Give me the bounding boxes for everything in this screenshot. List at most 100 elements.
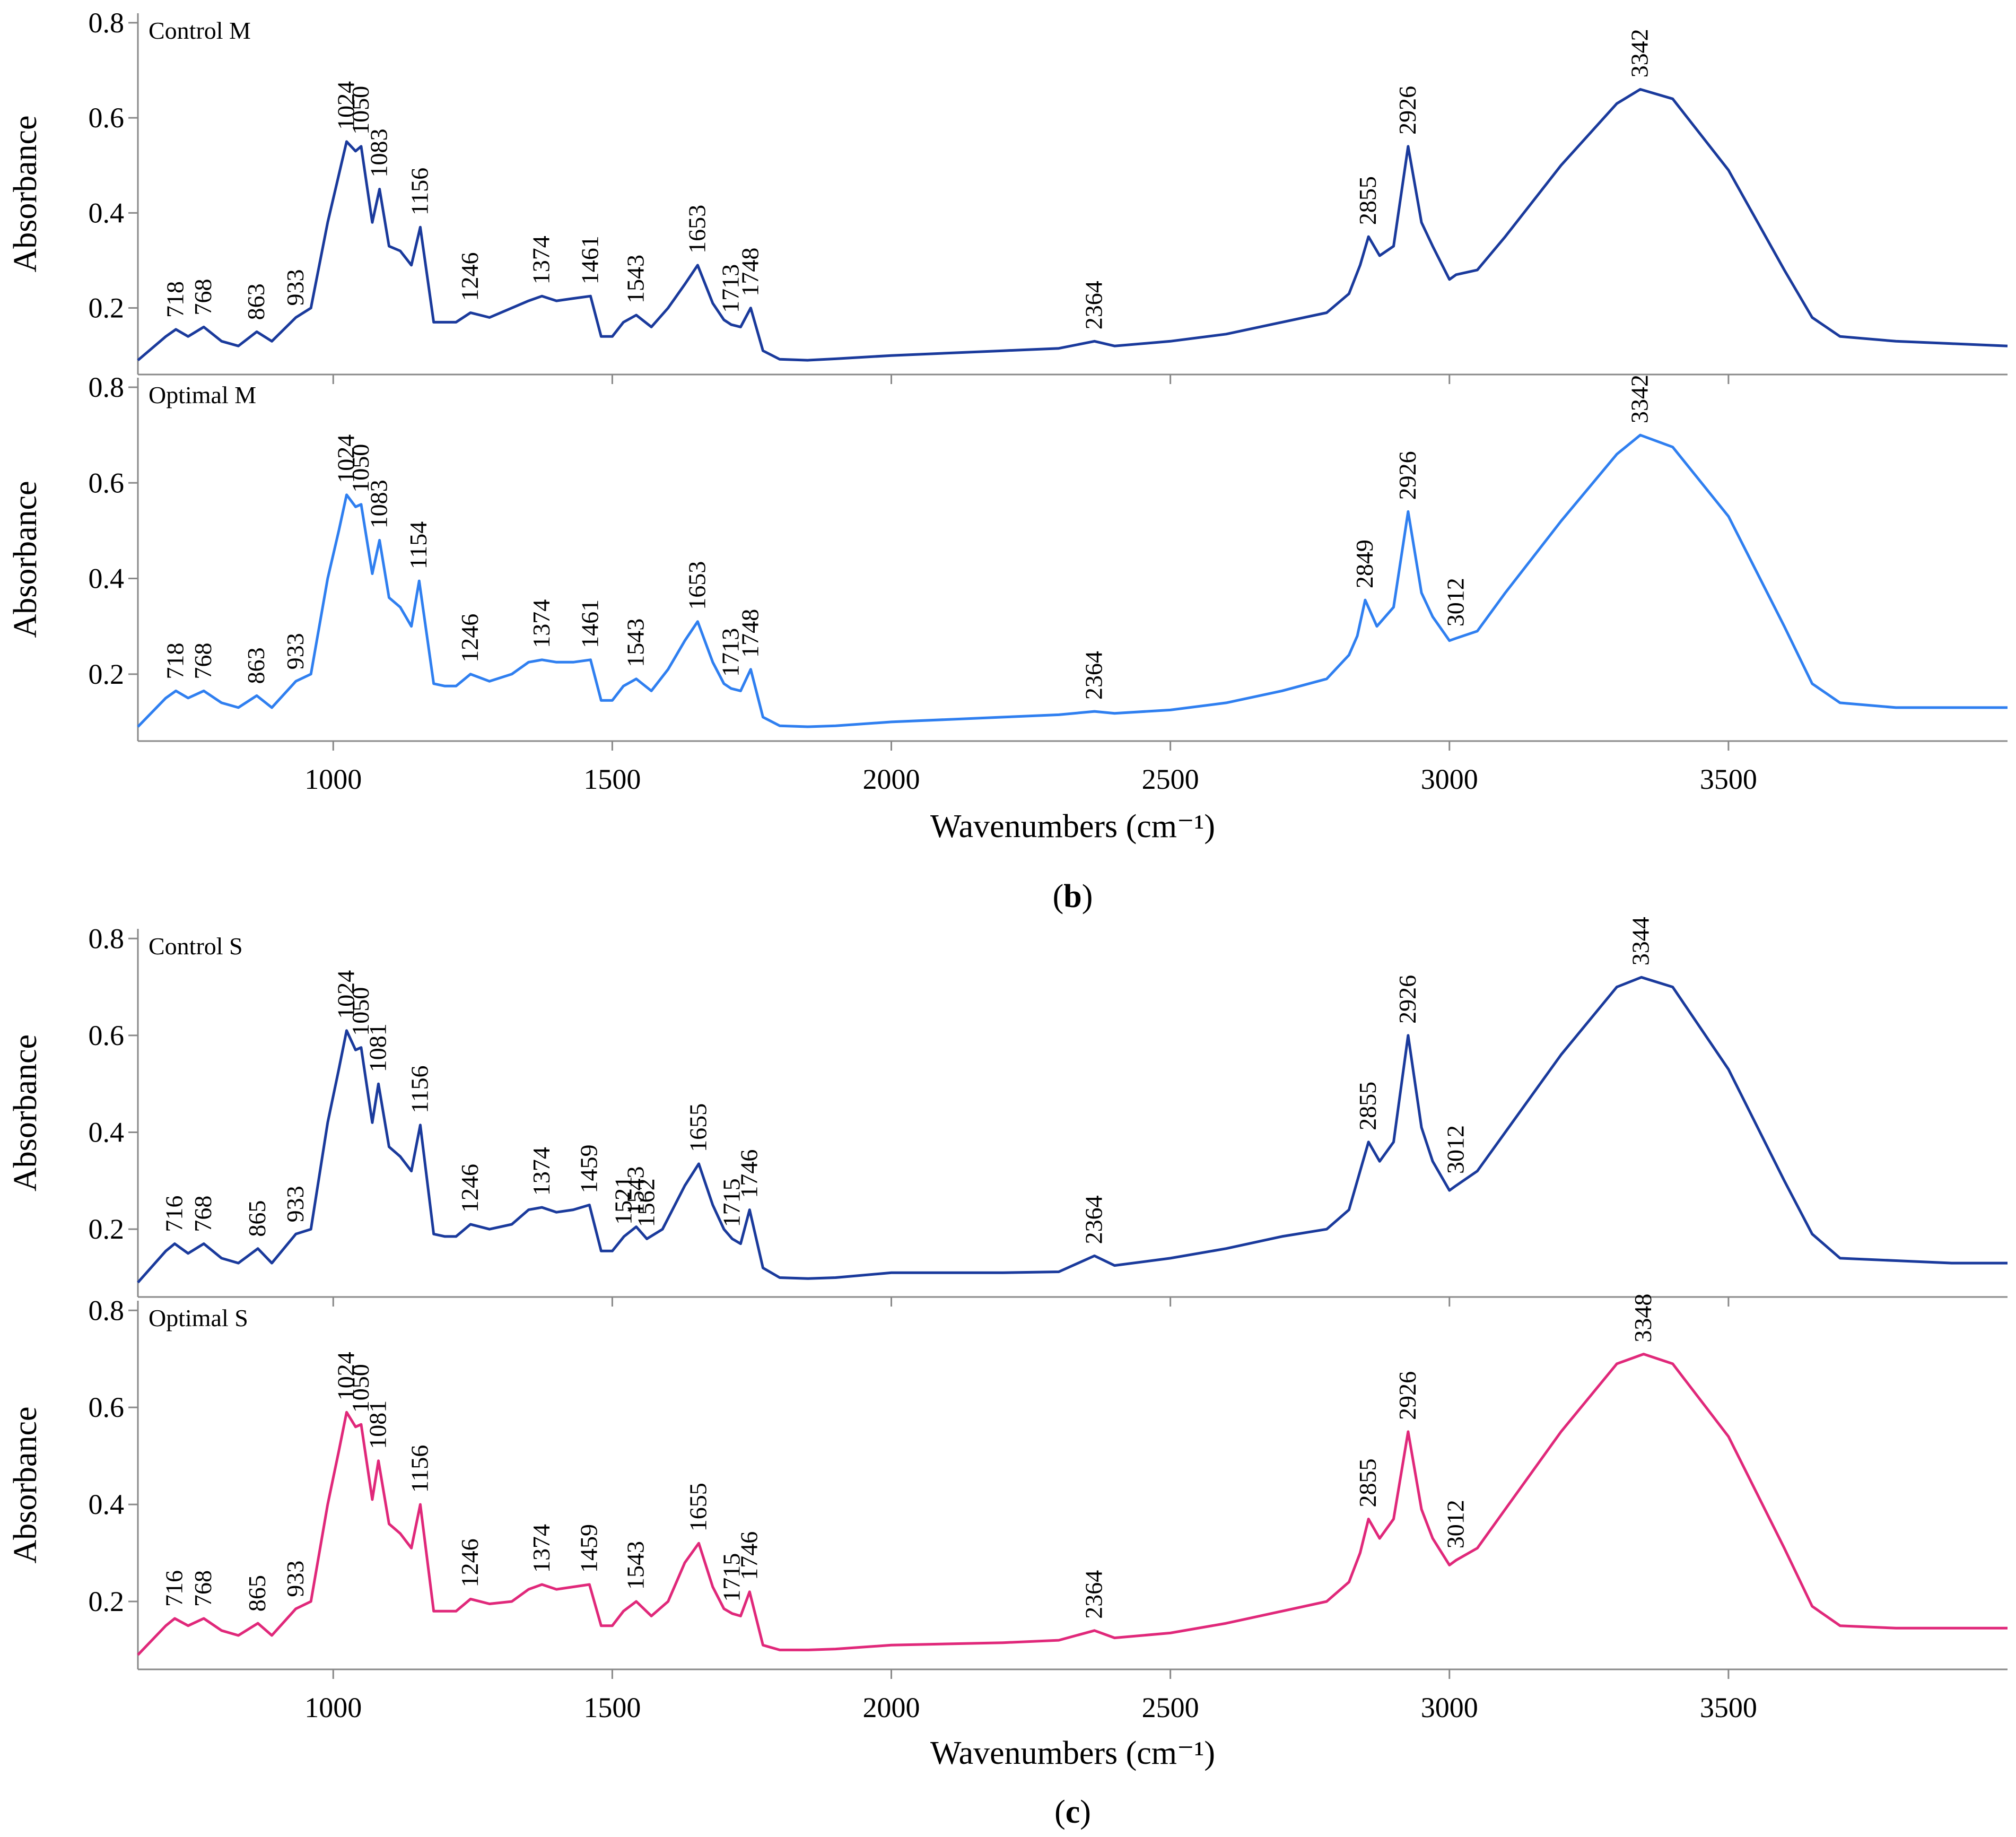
peak-label: 716 <box>160 1196 187 1232</box>
y-tick-label: 0.8 <box>89 922 125 954</box>
peak-label: 3344 <box>1627 917 1654 965</box>
peak-label: 1543 <box>622 1541 649 1590</box>
y-axis-title: Absorbance <box>7 481 43 638</box>
peak-label: 1374 <box>528 599 555 648</box>
peak-label: 1083 <box>365 480 392 528</box>
spectrum-line <box>137 1353 2008 1656</box>
peak-label: 2926 <box>1394 975 1421 1024</box>
peak-label: 2926 <box>1394 86 1421 135</box>
peak-label: 1081 <box>364 1023 391 1072</box>
peak-label: 1050 <box>347 987 374 1036</box>
peak-label: 1024 <box>333 81 360 130</box>
x-tick-label: 2000 <box>863 1692 920 1723</box>
peak-label: 1653 <box>683 205 710 254</box>
x-axis-title: Wavenumbers (cm⁻¹) <box>930 808 1215 845</box>
peak-label: 1715 <box>718 1178 745 1227</box>
y-axis-title: Absorbance <box>7 1034 43 1191</box>
x-tick-label: 1500 <box>583 1692 641 1723</box>
panel-title: Control M <box>149 17 251 44</box>
peak-label: 2855 <box>1354 176 1381 225</box>
peak-label: 1083 <box>365 128 392 177</box>
peak-label: 2364 <box>1080 651 1107 700</box>
x-tick-label: 3500 <box>1700 1692 1757 1723</box>
peak-label: 1459 <box>575 1524 602 1573</box>
x-tick-label: 1000 <box>304 1692 362 1723</box>
peak-label: 2926 <box>1394 451 1421 500</box>
peak-label: 863 <box>242 283 269 320</box>
peak-label: 1024 <box>333 1352 360 1400</box>
x-axis-title: Wavenumbers (cm⁻¹) <box>930 1735 1215 1771</box>
peak-label: 718 <box>162 281 189 318</box>
peak-label: 1081 <box>364 1400 391 1449</box>
peak-label: 1024 <box>333 434 360 483</box>
peak-label: 2364 <box>1080 1195 1107 1244</box>
y-tick-label: 0.2 <box>89 1586 125 1617</box>
panel-title: Optimal S <box>149 1304 248 1331</box>
peak-label: 3012 <box>1442 1500 1469 1548</box>
peak-label: 1156 <box>406 1445 433 1493</box>
peak-label: 1713 <box>717 264 744 313</box>
y-tick-label: 0.4 <box>89 1488 125 1520</box>
peak-label: 1521 <box>609 1176 636 1225</box>
peak-label: 1461 <box>576 236 603 284</box>
peak-label: 1246 <box>456 1164 483 1213</box>
x-tick-label: 2500 <box>1142 1692 1199 1723</box>
peak-label: 1653 <box>683 561 710 610</box>
peak-label: 718 <box>162 642 189 679</box>
x-tick-label: 2500 <box>1142 763 1199 795</box>
peak-label: 1374 <box>528 1147 555 1196</box>
peak-label: 768 <box>189 278 216 315</box>
panel-title: Optimal M <box>149 381 256 408</box>
peak-label: 1050 <box>347 1364 374 1413</box>
peak-label: 1543 <box>622 255 649 303</box>
y-tick-label: 0.4 <box>89 563 125 595</box>
peak-label: 716 <box>160 1570 187 1607</box>
y-tick-label: 0.2 <box>89 1213 125 1245</box>
x-tick-label: 3000 <box>1421 1692 1478 1723</box>
peak-label: 865 <box>243 1575 270 1612</box>
x-tick-label: 1500 <box>583 763 641 795</box>
y-tick-label: 0.4 <box>89 197 125 229</box>
peak-label: 1746 <box>735 1531 762 1580</box>
peak-label: 933 <box>282 633 309 669</box>
peak-label: 768 <box>189 1570 216 1607</box>
y-axis-title: Absorbance <box>7 1406 43 1563</box>
y-tick-label: 0.6 <box>89 467 125 499</box>
panel-control-m: 0.2 0.4 0.6 0.8 Absorbance Control M 718 768 863… <box>7 7 2008 384</box>
panel-title: Control S <box>149 933 243 960</box>
peak-label: 1748 <box>736 248 763 297</box>
peak-label: 1374 <box>528 236 555 284</box>
peak-label: 1050 <box>347 86 374 135</box>
peak-label: 1715 <box>718 1553 745 1602</box>
peak-label: 1655 <box>685 1483 712 1531</box>
y-tick-label: 0.4 <box>89 1117 125 1148</box>
peak-label: 3342 <box>1626 375 1653 423</box>
peak-label: 1746 <box>735 1150 762 1198</box>
spectrum-line <box>137 88 2008 362</box>
spectrum-line <box>137 976 2008 1284</box>
y-tick-label: 0.8 <box>89 371 125 403</box>
x-tick-label: 3500 <box>1700 763 1757 795</box>
figure-caption: (c) <box>1054 1794 1091 1830</box>
panel-optimal-m: 0.2 0.4 0.6 0.8 1000 1500 2000 2500 3000 3500 Abso… <box>7 371 2008 795</box>
peak-label: 2926 <box>1394 1371 1421 1420</box>
peak-label: 1543 <box>622 1166 649 1215</box>
x-tick-label: 2000 <box>863 763 920 795</box>
peak-label: 3012 <box>1442 578 1469 626</box>
peak-label: 933 <box>282 269 309 306</box>
peak-label: 865 <box>243 1200 270 1237</box>
y-tick-label: 0.6 <box>89 1020 125 1051</box>
peak-label: 1246 <box>456 1538 483 1587</box>
peak-label: 1246 <box>456 252 483 301</box>
peak-label: 2849 <box>1351 539 1378 588</box>
peak-label: 1713 <box>717 628 744 677</box>
peak-label: 2855 <box>1354 1082 1381 1130</box>
peak-label: 3342 <box>1626 29 1653 77</box>
peak-label: 3348 <box>1629 1294 1656 1343</box>
spectrum-line <box>137 433 2008 728</box>
peak-label: 1461 <box>576 599 603 648</box>
peak-label: 1655 <box>684 1103 711 1152</box>
x-tick-label: 3000 <box>1421 763 1478 795</box>
peak-label: 1459 <box>575 1145 602 1194</box>
